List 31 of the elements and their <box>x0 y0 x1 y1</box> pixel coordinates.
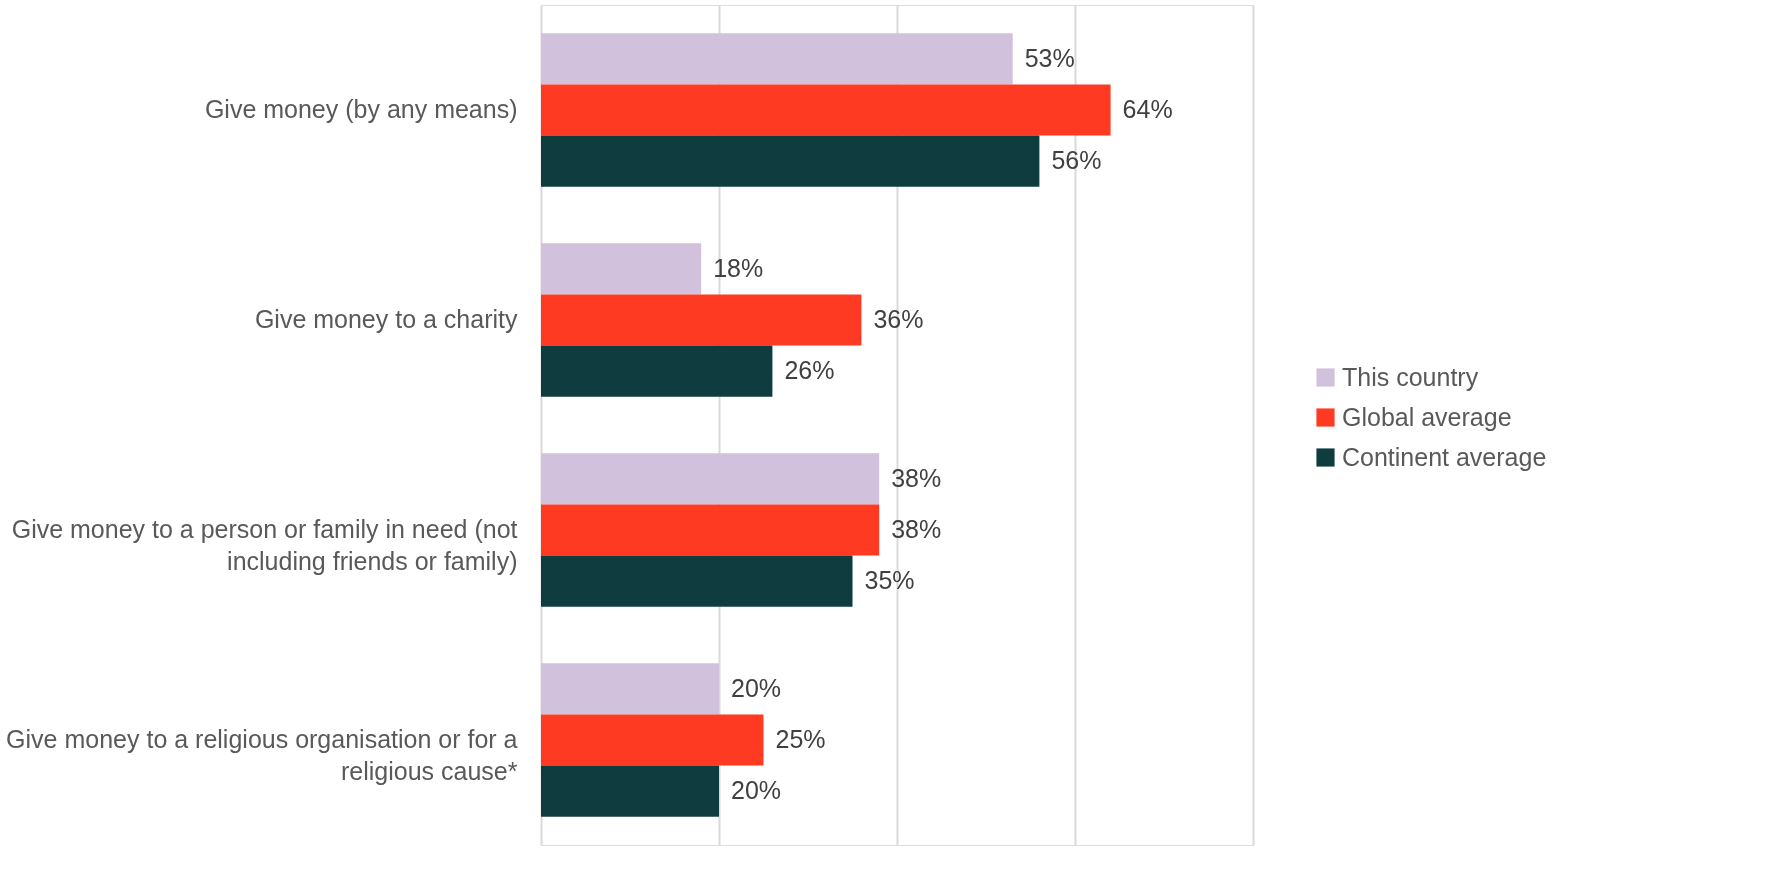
data-label: 38% <box>891 515 942 543</box>
bar <box>541 714 764 766</box>
data-label: 38% <box>891 463 942 492</box>
y-tick-label: Give money to a religious organisation or for a religious cause* <box>6 725 518 785</box>
bar <box>541 345 773 397</box>
data-label: 25% <box>775 725 826 753</box>
legend-label: This country <box>1342 362 1479 391</box>
data-label: 18% <box>713 253 764 282</box>
y-tick-label: Give money to a person or family in need (not including friends or family) <box>11 515 518 575</box>
data-label: 36% <box>873 305 924 333</box>
data-label: 56% <box>1051 146 1102 175</box>
data-label: 35% <box>864 566 915 595</box>
data-label: 26% <box>784 356 835 385</box>
bar <box>541 294 862 346</box>
data-label: 53% <box>1024 43 1075 72</box>
bar <box>541 663 719 715</box>
legend-label: Global average <box>1342 402 1512 431</box>
bar <box>541 243 702 295</box>
bar <box>541 33 1013 85</box>
y-tick-label: Give money (by any means) <box>204 95 518 123</box>
bar <box>541 84 1111 136</box>
bar <box>541 504 880 556</box>
bar <box>541 453 880 505</box>
data-label: 20% <box>731 673 782 702</box>
bar <box>541 135 1040 187</box>
data-label: 64% <box>1122 95 1173 123</box>
y-tick-label: Give money to a charity <box>254 305 518 333</box>
bar <box>541 765 719 817</box>
bar <box>541 555 853 607</box>
legend-label: Continent average <box>1342 442 1547 471</box>
data-label: 20% <box>731 776 782 805</box>
